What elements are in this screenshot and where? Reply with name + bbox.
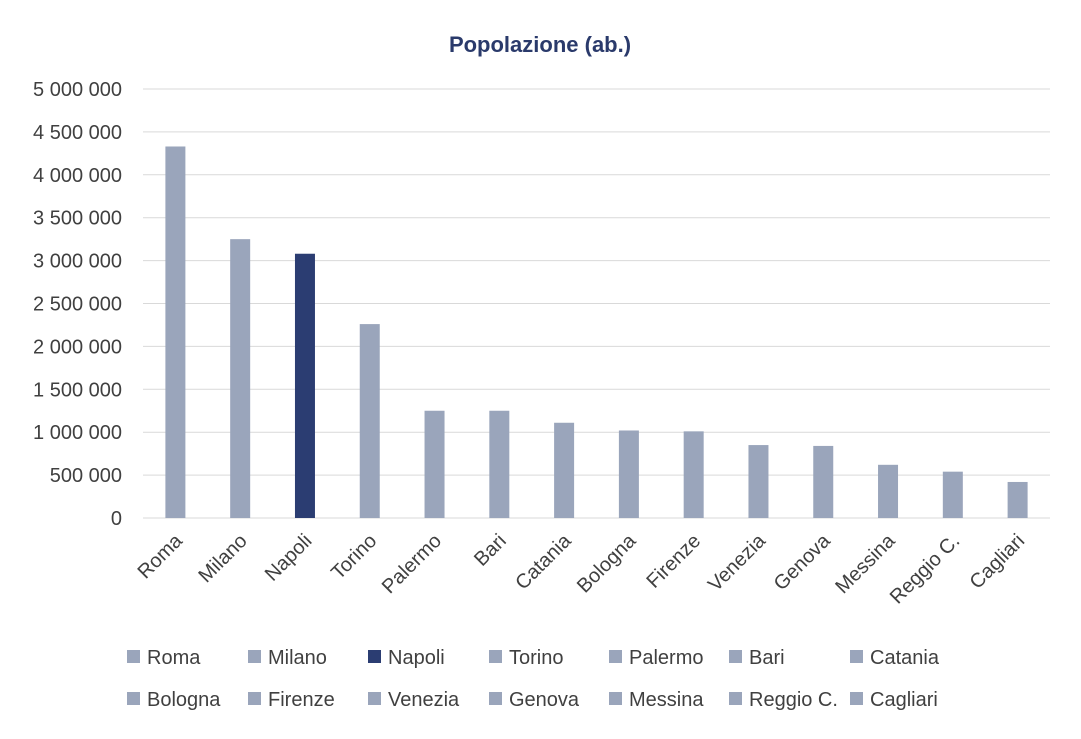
x-tick-label: Milano xyxy=(194,530,251,587)
x-tick-label: Napoli xyxy=(261,530,317,586)
legend-label: Genova xyxy=(509,689,580,711)
legend-label: Reggio C. xyxy=(749,689,838,711)
legend-item: Torino xyxy=(489,647,563,669)
bar-bologna xyxy=(618,430,639,518)
legend-swatch xyxy=(489,650,502,663)
legend-swatch xyxy=(368,692,381,705)
x-tick-label: Genova xyxy=(770,529,836,595)
y-tick-label: 1 500 000 xyxy=(33,379,122,401)
legend-item: Genova xyxy=(489,689,580,711)
legend-swatch xyxy=(609,650,622,663)
legend: Roma Milano Napoli Torino Palermo Bari Catania… xyxy=(127,647,940,711)
legend-swatch xyxy=(850,692,863,705)
y-tick-label: 4 500 000 xyxy=(33,122,122,144)
legend-swatch xyxy=(850,650,863,663)
x-tick-label: Roma xyxy=(134,529,188,583)
bar-reggio-c xyxy=(942,471,963,518)
legend-item: Bologna xyxy=(127,689,221,711)
x-tick-label: Bologna xyxy=(573,529,641,597)
x-tick-label: Cagliari xyxy=(966,530,1030,594)
legend-swatch xyxy=(248,650,261,663)
x-tick-label: Firenze xyxy=(642,530,705,593)
y-axis: 0 500 000 1 000 000 1 500 000 2 000 000 2 500… xyxy=(33,79,122,530)
legend-item: Milano xyxy=(248,647,327,669)
legend-swatch xyxy=(127,692,140,705)
legend-swatch xyxy=(729,692,742,705)
y-tick-label: 1 000 000 xyxy=(33,422,122,444)
legend-item: Catania xyxy=(850,647,940,669)
gridlines xyxy=(143,88,1050,519)
y-tick-label: 500 000 xyxy=(50,465,122,487)
x-tick-label: Torino xyxy=(327,530,381,584)
legend-swatch xyxy=(368,650,381,663)
y-tick-label: 2 000 000 xyxy=(33,336,122,358)
legend-item: Bari xyxy=(729,647,785,669)
bar-genova xyxy=(813,445,834,518)
bar-napoli xyxy=(294,253,315,518)
legend-label: Napoli xyxy=(388,647,445,669)
bar-palermo xyxy=(424,410,445,518)
bar-cagliari xyxy=(1007,481,1028,518)
legend-swatch xyxy=(127,650,140,663)
y-tick-label: 2 500 000 xyxy=(33,294,122,316)
legend-item: Messina xyxy=(609,689,704,711)
legend-swatch xyxy=(609,692,622,705)
bar-roma xyxy=(165,146,186,518)
bar-messina xyxy=(878,464,899,518)
bar-bari xyxy=(489,410,510,518)
legend-item: Reggio C. xyxy=(729,689,838,711)
y-tick-label: 5 000 000 xyxy=(33,79,122,101)
legend-label: Palermo xyxy=(629,647,703,669)
legend-label: Bologna xyxy=(147,689,221,711)
legend-label: Cagliari xyxy=(870,689,938,711)
y-tick-label: 0 xyxy=(111,508,122,530)
legend-swatch xyxy=(489,692,502,705)
x-tick-label: Catania xyxy=(511,529,576,594)
x-tick-label: Reggio C. xyxy=(886,530,964,608)
x-tick-label: Palermo xyxy=(378,530,446,598)
bar-milano xyxy=(230,239,251,518)
bar-firenze xyxy=(683,431,704,518)
legend-label: Bari xyxy=(749,647,785,669)
bar-catania xyxy=(554,422,575,518)
legend-label: Roma xyxy=(147,647,201,669)
legend-label: Firenze xyxy=(268,689,335,711)
y-tick-label: 3 000 000 xyxy=(33,251,122,273)
x-tick-label: Venezia xyxy=(704,529,771,596)
y-tick-label: 3 500 000 xyxy=(33,208,122,230)
legend-item: Cagliari xyxy=(850,689,938,711)
x-tick-label: Bari xyxy=(470,530,511,571)
legend-swatch xyxy=(248,692,261,705)
legend-label: Torino xyxy=(509,647,563,669)
legend-label: Messina xyxy=(629,689,704,711)
legend-label: Venezia xyxy=(388,689,460,711)
legend-item: Venezia xyxy=(368,689,460,711)
bar-torino xyxy=(359,324,380,518)
legend-item: Firenze xyxy=(248,689,335,711)
bar-venezia xyxy=(748,445,769,518)
legend-item: Roma xyxy=(127,647,201,669)
legend-label: Milano xyxy=(268,647,327,669)
legend-item: Palermo xyxy=(609,647,703,669)
chart-title: Popolazione (ab.) xyxy=(449,32,631,57)
legend-label: Catania xyxy=(870,647,940,669)
legend-item: Napoli xyxy=(368,647,445,669)
legend-swatch xyxy=(729,650,742,663)
y-tick-label: 4 000 000 xyxy=(33,165,122,187)
bars xyxy=(165,146,1028,518)
